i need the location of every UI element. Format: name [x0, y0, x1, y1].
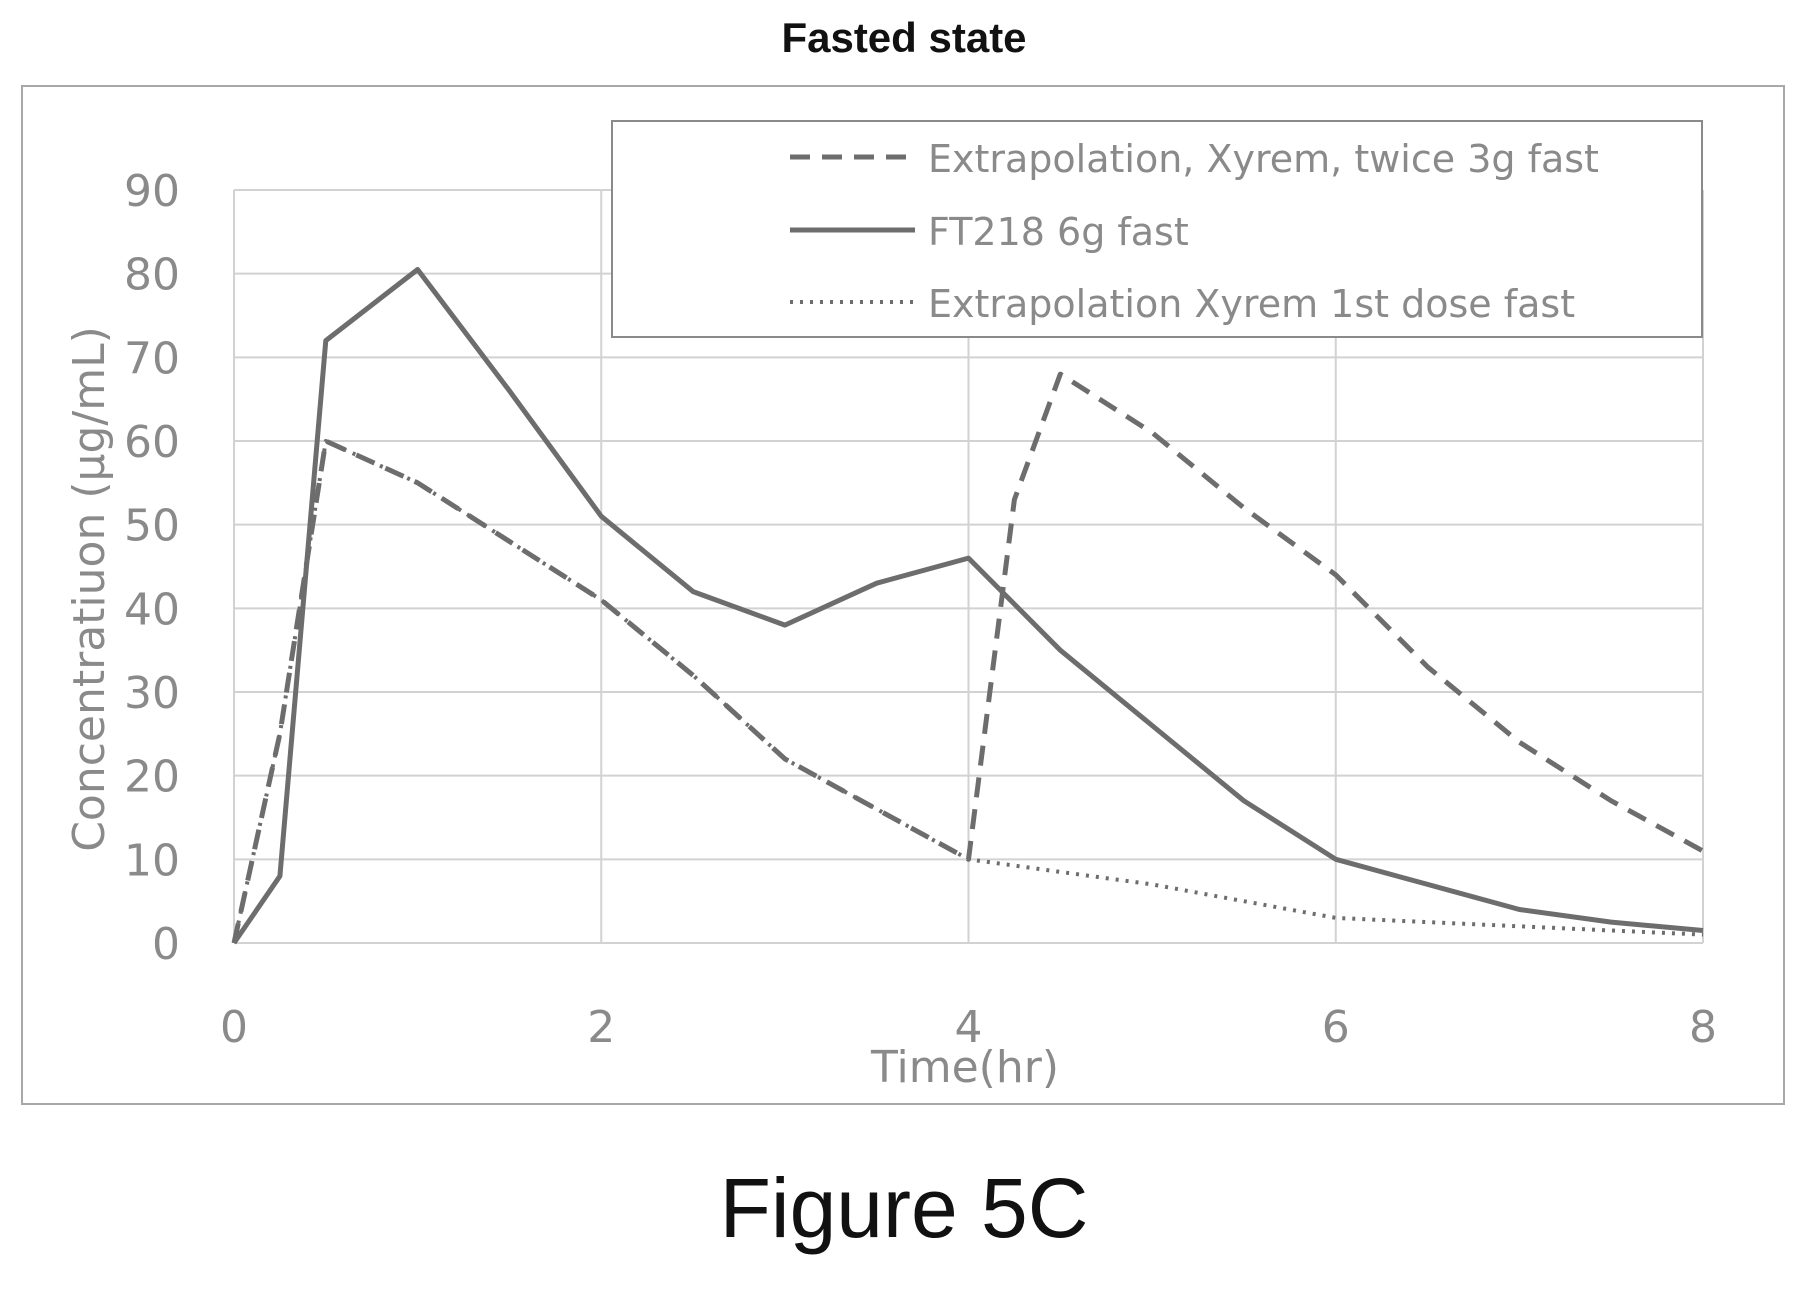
y-tick-label: 80	[124, 250, 180, 301]
y-tick-label: 30	[124, 668, 180, 719]
y-axis-label: Concentratiuon (µg/mL)	[64, 326, 115, 852]
x-axis-label: Time(hr)	[870, 1042, 1059, 1093]
x-tick-labels: 0 2 4 6 8	[220, 1002, 1717, 1053]
series-lines	[231, 267, 1705, 945]
figure-label: Figure 5C	[719, 1161, 1089, 1255]
chart-title: Fasted state	[781, 14, 1027, 61]
y-tick-label: 10	[124, 835, 180, 886]
y-tick-label: 90	[124, 166, 180, 217]
y-tick-label: 50	[124, 501, 180, 552]
legend-label: Extrapolation, Xyrem, twice 3g fast	[928, 137, 1599, 181]
chart-plot: 0 10 20 30 40 50 60 70 80 90 0 2 4 6 8 Time(hr) Conce…	[21, 85, 1785, 1105]
legend-label: FT218 6g fast	[928, 210, 1189, 254]
y-tick-label: 60	[124, 417, 180, 468]
y-tick-label: 40	[124, 584, 180, 635]
y-tick-label: 20	[124, 752, 180, 803]
x-tick-label: 8	[1689, 1002, 1717, 1053]
x-tick-label: 0	[220, 1002, 248, 1053]
x-tick-label: 4	[955, 1002, 983, 1053]
y-tick-labels: 0 10 20 30 40 50 60 70 80 90	[124, 166, 180, 970]
series-line-3	[232, 439, 1704, 944]
x-tick-label: 6	[1322, 1002, 1350, 1053]
y-tick-label: 70	[124, 333, 180, 384]
legend-label: Extrapolation Xyrem 1st dose fast	[928, 282, 1575, 326]
series-line-2	[231, 267, 1704, 945]
legend: Extrapolation, Xyrem, twice 3g fast FT218…	[611, 120, 1703, 338]
x-tick-label: 2	[587, 1002, 615, 1053]
y-tick-label: 0	[152, 919, 180, 970]
